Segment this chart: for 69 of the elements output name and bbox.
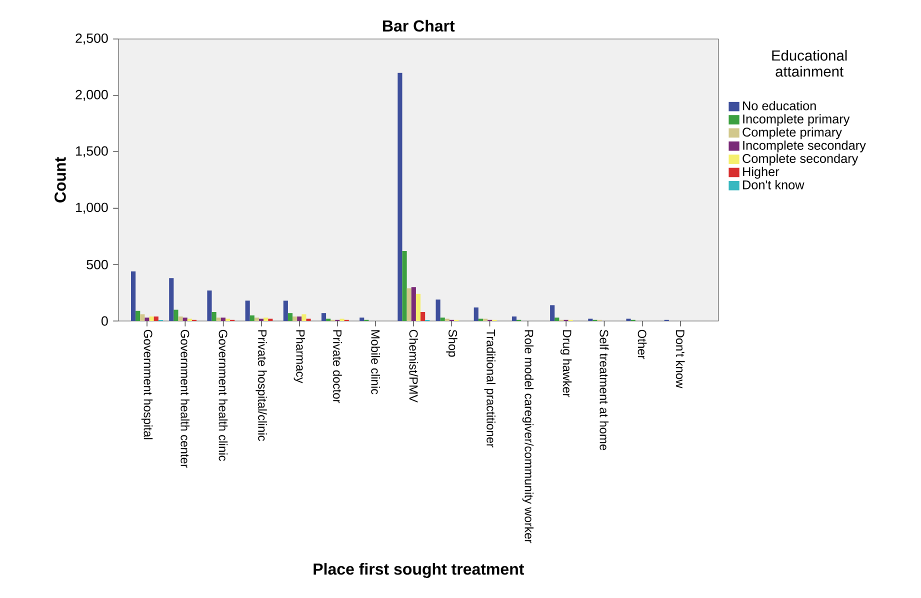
bar bbox=[144, 318, 150, 321]
bar bbox=[283, 300, 288, 321]
bar bbox=[212, 312, 216, 321]
bar bbox=[131, 271, 136, 321]
bar bbox=[182, 318, 188, 321]
legend-title: Educational attainment bbox=[772, 50, 847, 77]
x-tick-label: Chemist/PMV bbox=[409, 330, 418, 403]
bar bbox=[245, 300, 250, 321]
legend-label: Complete secondary bbox=[742, 154, 858, 166]
bar bbox=[411, 287, 416, 321]
y-tick-label: 2,000 bbox=[76, 90, 108, 101]
x-tick-label: Pharmacy bbox=[294, 330, 305, 384]
chart-title: Bar Chart bbox=[383, 20, 455, 32]
x-tick-label: Government hospital bbox=[141, 330, 153, 440]
bar bbox=[406, 288, 412, 321]
x-axis-title: Place first sought treatment bbox=[314, 563, 524, 578]
bar bbox=[140, 314, 145, 321]
bar bbox=[288, 313, 293, 321]
bar bbox=[216, 318, 221, 321]
x-tick-label: Self treatment at home bbox=[600, 330, 609, 450]
y-tick-label: 500 bbox=[86, 260, 108, 270]
bar bbox=[474, 307, 478, 321]
bar bbox=[169, 278, 174, 321]
bar bbox=[207, 290, 212, 321]
legend-label: Higher bbox=[743, 166, 780, 179]
x-tick-label: Traditional practitioner bbox=[484, 330, 496, 448]
x-tick-label: Government health center bbox=[180, 330, 190, 468]
legend-label: No education bbox=[743, 100, 816, 110]
x-tick-label: Mobile clinic bbox=[371, 330, 380, 394]
bar bbox=[436, 300, 440, 321]
bar bbox=[254, 318, 260, 321]
y-tick-label: 1,500 bbox=[76, 146, 108, 158]
y-tick-label: 1,000 bbox=[76, 202, 108, 214]
x-tick-label: Private hospital/clinic bbox=[256, 330, 267, 441]
bar bbox=[220, 318, 226, 321]
x-tick-label: Drug hawker bbox=[560, 330, 572, 398]
bar bbox=[402, 251, 407, 321]
bar bbox=[550, 305, 555, 321]
y-tick-label: 0 bbox=[102, 316, 108, 326]
y-axis-title: Count bbox=[54, 157, 66, 202]
bar bbox=[302, 314, 306, 321]
bar bbox=[440, 318, 445, 321]
bar bbox=[136, 310, 140, 321]
bar bbox=[360, 318, 364, 321]
bar bbox=[292, 316, 298, 321]
bar bbox=[178, 316, 183, 321]
bar bbox=[250, 315, 254, 321]
bar bbox=[420, 312, 426, 321]
legend-label: Complete primary bbox=[742, 127, 842, 140]
legend-label: Don't know bbox=[743, 180, 804, 190]
bar bbox=[554, 318, 560, 321]
y-tick-label: 2,500 bbox=[76, 33, 108, 45]
x-tick-label: Shop bbox=[446, 330, 458, 357]
x-tick-label: Don't know bbox=[676, 330, 685, 388]
bar bbox=[416, 294, 421, 321]
bar bbox=[174, 310, 178, 321]
bar bbox=[264, 318, 268, 321]
x-tick-label: Government health clinic bbox=[218, 330, 228, 461]
bar bbox=[149, 316, 154, 321]
legend-label: Incomplete primary bbox=[743, 114, 850, 126]
legend-label: Incomplete secondary bbox=[743, 140, 866, 152]
x-tick-label: Role model caregiver/community worker bbox=[522, 330, 534, 544]
bar bbox=[512, 316, 517, 321]
bar bbox=[321, 313, 326, 321]
x-tick-label: Private doctor bbox=[333, 330, 342, 404]
bar bbox=[297, 316, 302, 321]
bar bbox=[154, 316, 158, 321]
bar bbox=[398, 72, 402, 321]
x-tick-label: Other bbox=[638, 330, 647, 360]
